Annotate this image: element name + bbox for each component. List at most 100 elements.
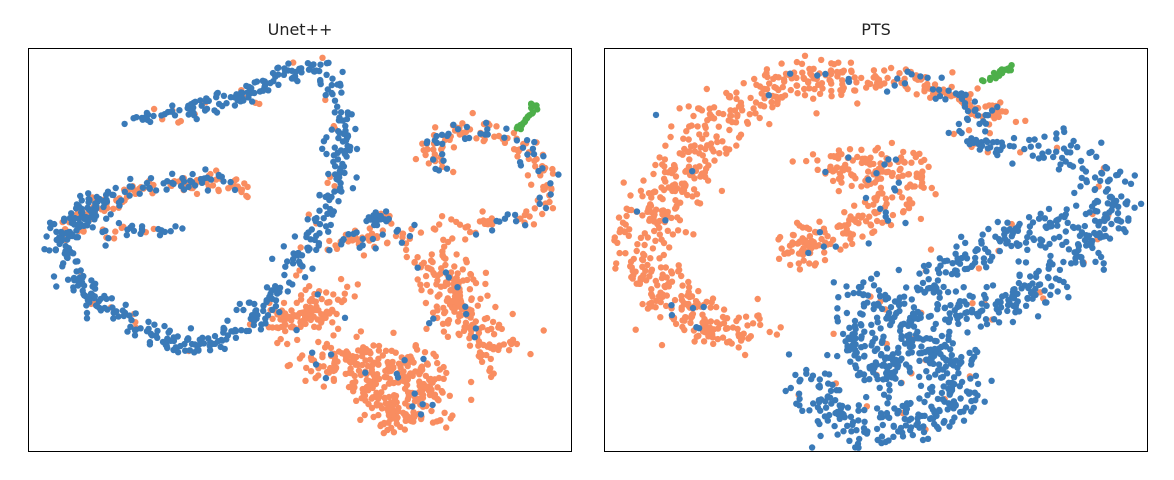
data-point-blue: [231, 102, 239, 109]
data-point-blue: [1122, 200, 1129, 207]
data-point-blue: [1075, 246, 1082, 254]
data-point-orange: [846, 216, 853, 224]
data-point-orange: [806, 260, 813, 267]
data-point-blue: [803, 366, 810, 374]
data-point-orange: [368, 395, 375, 402]
data-point-blue: [883, 370, 890, 377]
data-point-orange: [768, 98, 775, 106]
data-point-blue: [1104, 178, 1112, 185]
data-point-orange: [664, 227, 671, 234]
data-point-orange: [112, 228, 119, 235]
data-point-blue: [918, 349, 925, 357]
data-point-blue: [1060, 258, 1067, 266]
data-point-blue: [251, 79, 258, 86]
data-point-blue: [289, 255, 297, 263]
data-point-blue: [53, 283, 60, 290]
data-point-blue: [882, 296, 889, 303]
data-point-orange: [693, 191, 701, 198]
data-point-blue: [972, 106, 979, 113]
data-point-blue: [326, 247, 333, 254]
data-point-blue: [946, 423, 953, 430]
data-point-blue: [280, 243, 287, 250]
data-point-blue: [844, 422, 851, 429]
data-point-orange: [719, 334, 727, 341]
data-point-blue: [816, 229, 824, 236]
data-point-blue: [1127, 180, 1135, 187]
data-point-orange: [448, 216, 455, 223]
data-point-orange: [456, 331, 463, 339]
data-point-blue: [83, 222, 91, 229]
data-point-orange: [766, 80, 773, 87]
data-point-orange: [840, 84, 847, 92]
data-point-orange: [612, 265, 619, 272]
data-point-orange: [492, 303, 499, 311]
data-point-blue: [104, 188, 112, 195]
data-point-blue: [793, 400, 800, 407]
data-point-blue: [260, 307, 267, 315]
data-point-orange: [426, 391, 434, 399]
data-point-blue: [928, 415, 935, 422]
data-point-blue: [245, 83, 253, 91]
data-point-orange: [323, 289, 330, 296]
data-point-blue: [50, 273, 58, 280]
data-point-blue: [305, 66, 313, 73]
data-point-blue: [85, 199, 92, 206]
data-point-blue: [1024, 295, 1031, 302]
data-point-blue: [880, 333, 887, 340]
data-point-blue: [857, 310, 864, 317]
data-point-orange: [381, 384, 388, 391]
data-point-orange: [842, 242, 849, 249]
data-point-orange: [1012, 118, 1020, 126]
data-point-orange: [899, 172, 906, 179]
data-point-blue: [365, 214, 372, 221]
data-point-blue: [336, 129, 343, 137]
data-point-blue: [339, 160, 346, 168]
data-point-orange: [753, 81, 760, 88]
data-point-orange: [837, 246, 844, 253]
data-point-orange: [326, 299, 333, 306]
data-point-blue: [198, 102, 205, 109]
data-point-blue: [989, 282, 997, 289]
data-point-blue: [948, 352, 955, 359]
data-point-orange: [679, 188, 686, 195]
data-point-orange: [386, 380, 393, 387]
data-point-blue: [868, 342, 875, 349]
data-point-orange: [811, 85, 818, 93]
data-point-orange: [439, 320, 447, 327]
data-point-blue: [440, 157, 447, 164]
data-point-blue: [337, 179, 344, 187]
data-point-blue: [865, 240, 872, 247]
data-point-orange: [652, 277, 659, 285]
data-point-orange: [668, 268, 675, 275]
data-point-orange: [924, 80, 931, 88]
data-point-orange: [410, 409, 417, 416]
data-point-blue: [884, 400, 891, 407]
data-point-orange: [714, 138, 721, 146]
data-point-blue: [188, 340, 196, 348]
data-point-blue: [886, 387, 893, 394]
data-point-blue: [1091, 199, 1098, 207]
data-point-blue: [1003, 240, 1010, 247]
data-point-blue: [889, 369, 896, 376]
data-point-blue: [978, 300, 985, 307]
data-point-orange: [375, 342, 383, 350]
data-point-blue: [484, 126, 491, 133]
data-point-orange: [852, 87, 859, 94]
data-point-orange: [896, 70, 903, 77]
data-point-blue: [917, 382, 925, 389]
data-point-blue: [121, 311, 128, 319]
data-point-blue: [895, 300, 902, 307]
data-point-orange: [866, 213, 873, 220]
data-point-blue: [860, 279, 867, 286]
data-point-blue: [93, 203, 100, 210]
data-point-orange: [756, 114, 763, 122]
data-point-orange: [760, 85, 767, 93]
data-point-orange: [848, 68, 855, 76]
data-point-orange: [710, 148, 717, 155]
data-point-orange: [681, 317, 688, 324]
data-point-blue: [435, 167, 443, 174]
data-point-orange: [722, 145, 729, 152]
data-point-blue: [1016, 220, 1023, 228]
data-point-blue: [874, 345, 881, 352]
data-point-orange: [912, 75, 919, 82]
